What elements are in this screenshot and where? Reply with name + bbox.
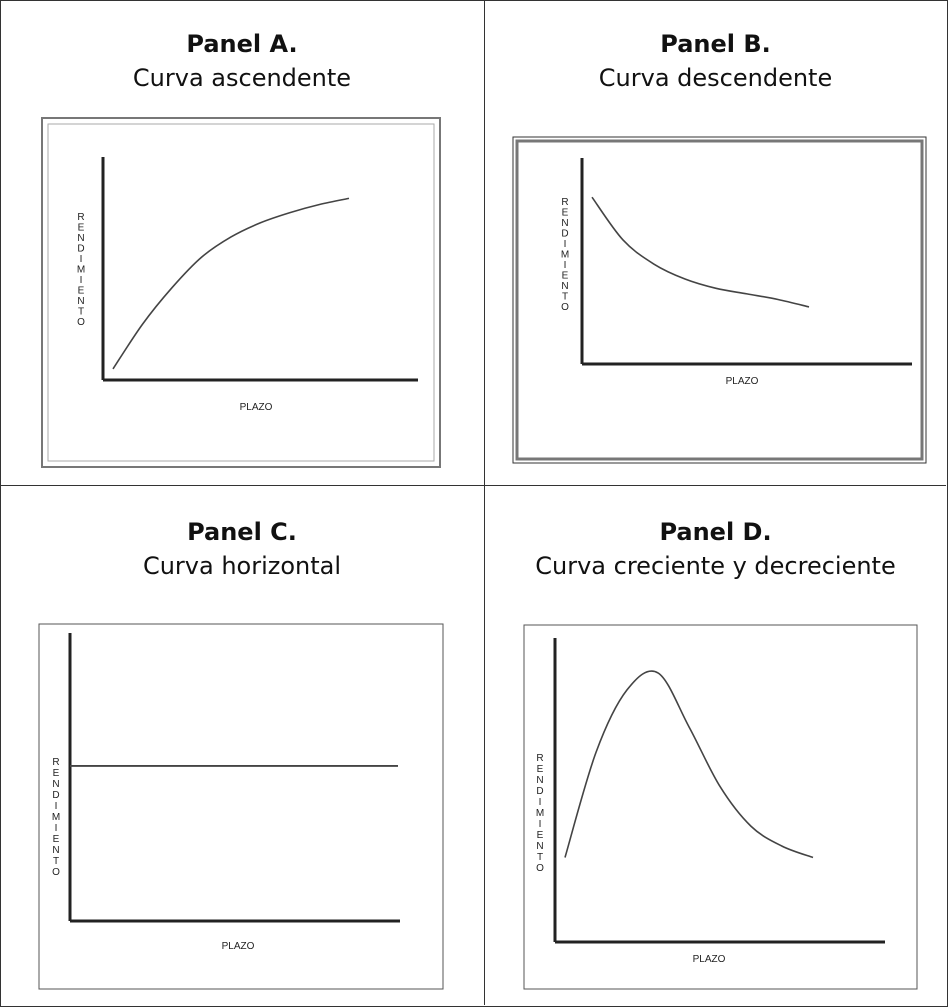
- x-axis-label: PLAZO: [240, 402, 273, 413]
- y-axis-label-letter: I: [80, 275, 83, 286]
- y-axis-label-letter: O: [77, 317, 85, 328]
- panel-b-subtitle: Curva descendente: [598, 64, 833, 92]
- series-line: [112, 197, 350, 370]
- y-axis-label-letter: E: [53, 768, 60, 779]
- grid-divider-horizontal: [0, 485, 946, 486]
- y-axis-label-letter: D: [52, 790, 59, 801]
- y-axis-label-letter: E: [562, 208, 569, 219]
- panel-a-heading: Panel A.: [186, 30, 298, 58]
- y-axis-label-letter: M: [536, 808, 544, 819]
- panel-c-subtitle: Curva horizontal: [142, 552, 342, 580]
- y-axis-label-letter: N: [52, 845, 59, 856]
- y-axis-label-letter: E: [537, 830, 544, 841]
- y-axis-label-letter: I: [80, 254, 83, 265]
- y-axis-label-letter: T: [53, 856, 59, 867]
- panel-c-heading: Panel C.: [187, 518, 297, 546]
- y-axis-label-letter: T: [78, 307, 84, 318]
- y-axis-label-letter: N: [52, 779, 59, 790]
- x-axis-label: PLAZO: [693, 954, 726, 965]
- panel-b-heading: Panel B.: [660, 30, 771, 58]
- y-axis-label-letter: R: [561, 197, 568, 208]
- y-axis-label-letter: I: [55, 801, 58, 812]
- y-axis-label-letter: T: [562, 292, 568, 303]
- series-line: [591, 196, 810, 308]
- y-axis-label-letter: E: [78, 223, 85, 234]
- chart-frame: [523, 624, 918, 990]
- chart-inner-frame: [515, 139, 924, 461]
- y-axis-label-letter: O: [52, 867, 60, 878]
- y-axis-label-letter: I: [539, 797, 542, 808]
- panel-d-heading: Panel D.: [659, 518, 772, 546]
- chart-frame: [41, 117, 441, 468]
- series-line: [564, 670, 814, 859]
- y-axis-label-letter: N: [561, 281, 568, 292]
- y-axis-label-letter: R: [77, 212, 84, 223]
- y-axis-label-letter: T: [537, 852, 543, 863]
- y-axis-label-letter: N: [536, 841, 543, 852]
- chart-inner-frame: [47, 123, 435, 462]
- y-axis-label-letter: R: [536, 753, 543, 764]
- y-axis-label-letter: N: [77, 233, 84, 244]
- y-axis-label-letter: O: [536, 863, 544, 874]
- y-axis-label-letter: I: [55, 823, 58, 834]
- y-axis-label-letter: E: [537, 764, 544, 775]
- y-axis-label-letter: N: [77, 296, 84, 307]
- y-axis-label-letter: M: [77, 265, 85, 276]
- y-axis-label-letter: I: [564, 239, 567, 250]
- y-axis-label-letter: N: [561, 218, 568, 229]
- chart-frame: [512, 136, 927, 464]
- grid-divider-vertical: [484, 0, 485, 1005]
- panel-d-subtitle: Curva creciente y decreciente: [535, 552, 896, 580]
- y-axis-label-letter: M: [52, 812, 60, 823]
- panel-a-subtitle: Curva ascendente: [132, 64, 352, 92]
- y-axis-label-letter: E: [78, 286, 85, 297]
- y-axis-label-letter: D: [536, 786, 543, 797]
- y-axis-label-letter: R: [52, 757, 59, 768]
- y-axis-label-letter: D: [561, 229, 568, 240]
- y-axis-label-letter: O: [561, 302, 569, 313]
- y-axis-label-letter: I: [539, 819, 542, 830]
- y-axis-label-letter: D: [77, 244, 84, 255]
- y-axis-label-letter: E: [562, 271, 569, 282]
- x-axis-label: PLAZO: [726, 376, 759, 387]
- y-axis-label-letter: E: [53, 834, 60, 845]
- y-axis-label-letter: M: [561, 250, 569, 261]
- y-axis-label-letter: I: [564, 260, 567, 271]
- chart-frame: [38, 623, 444, 990]
- x-axis-label: PLAZO: [222, 941, 255, 952]
- y-axis-label-letter: N: [536, 775, 543, 786]
